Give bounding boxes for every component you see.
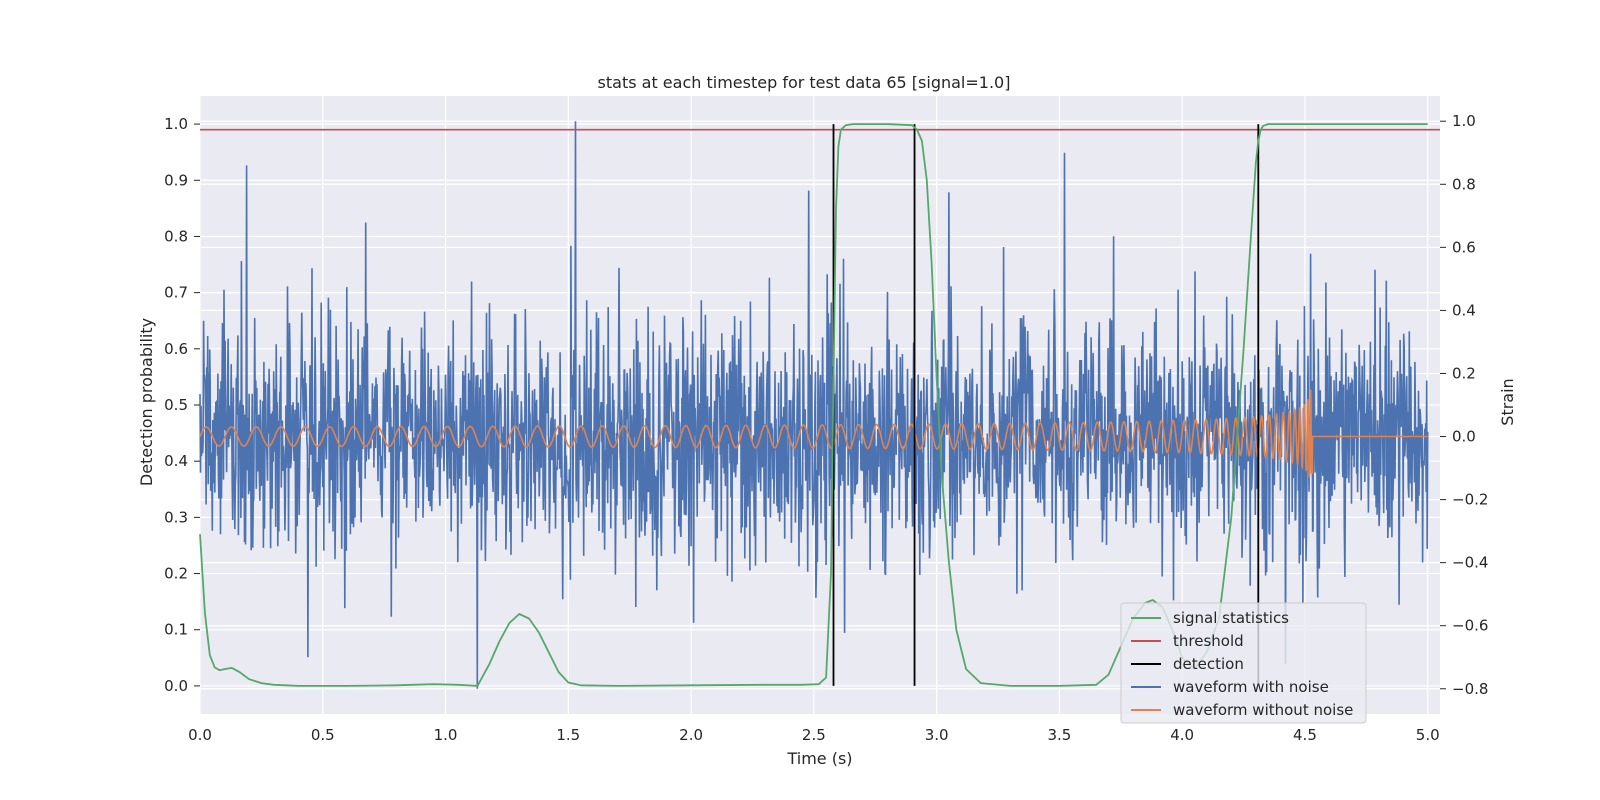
x-tick-label: 1.0 (434, 726, 458, 744)
series-waveform-with-noise (199, 121, 1429, 689)
y-right-tick-label: 0.0 (1452, 428, 1476, 446)
y-right-tick-label: −0.2 (1452, 491, 1488, 509)
series-waveform-without-noise (199, 389, 1428, 478)
y-left-tick-label: 0.7 (164, 284, 188, 302)
y-axis-right-title: Strain (1498, 378, 1517, 425)
legend-label: waveform with noise (1173, 678, 1329, 696)
legend: signal statistics threshold detection wavef… (1120, 602, 1367, 724)
x-tick-label: 4.0 (1170, 726, 1194, 744)
y-right-tick-label: 0.8 (1452, 175, 1476, 193)
y-right-tick-label: 0.6 (1452, 238, 1476, 256)
x-tick-label: 3.0 (925, 726, 949, 744)
legend-label: waveform without noise (1173, 701, 1353, 719)
y-right-tick-label: 0.4 (1452, 301, 1476, 319)
y-left-tick-label: 0.6 (164, 340, 188, 358)
y-right-tick-label: −0.6 (1452, 617, 1488, 635)
legend-label: detection (1173, 655, 1244, 673)
y-left-tick-label: 0.1 (164, 621, 188, 639)
legend-label: signal statistics (1173, 609, 1289, 627)
y-left-tick-label: 1.0 (164, 115, 188, 133)
y-left-tick-label: 0.8 (164, 227, 188, 245)
legend-frame (1120, 602, 1367, 724)
x-tick-label: 1.5 (556, 726, 580, 744)
x-tick-label: 5.0 (1416, 726, 1440, 744)
x-axis-title: Time (s) (786, 749, 852, 768)
x-tick-label: 0.0 (188, 726, 212, 744)
y-left-tick-label: 0.2 (164, 565, 188, 583)
y-right-tick-label: −0.8 (1452, 680, 1488, 698)
y-left-tick-label: 0.9 (164, 171, 188, 189)
y-right-tick-label: 0.2 (1452, 364, 1476, 382)
x-tick-label: 0.5 (311, 726, 335, 744)
y-left-tick-label: 0.0 (164, 677, 188, 695)
y-axis-left-title: Detection probability (137, 318, 156, 486)
y-left-tick-label: 0.5 (164, 396, 188, 414)
y-left-tick-label: 0.3 (164, 508, 188, 526)
legend-label: threshold (1173, 632, 1244, 650)
x-tick-label: 3.5 (1047, 726, 1071, 744)
y-right-tick-label: −0.4 (1452, 554, 1488, 572)
x-tick-label: 2.5 (802, 726, 826, 744)
y-right-tick-label: 1.0 (1452, 112, 1476, 130)
tick-layer: 0.0 0.5 1.0 1.5 2.0 2.5 3.0 3.5 4.0 4.5 5.0 0.0 0.1 0… (164, 112, 1488, 744)
chart-title: stats at each timestep for test data 65 … (598, 73, 1011, 92)
x-tick-label: 4.5 (1293, 726, 1317, 744)
y-left-tick-label: 0.4 (164, 452, 188, 470)
x-tick-label: 2.0 (679, 726, 703, 744)
